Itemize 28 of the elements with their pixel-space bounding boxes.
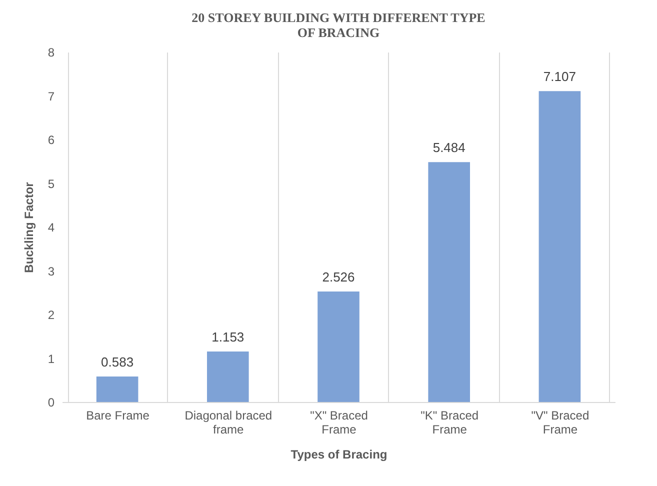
y-tick-label: 5 — [48, 176, 55, 191]
y-axis-title: Buckling Factor — [22, 182, 36, 273]
bar — [428, 162, 470, 402]
data-label: 1.153 — [212, 330, 244, 345]
bar — [538, 91, 581, 402]
y-tick-label: 0 — [48, 396, 55, 410]
x-tick-label: "K" Braced Frame — [420, 408, 479, 436]
x-axis-title: Types of Bracing — [290, 448, 388, 462]
x-tick-label: Bare Frame — [86, 408, 150, 422]
data-label: 5.484 — [432, 140, 466, 156]
x-tick-label: "X" Braced Frame — [310, 408, 368, 436]
y-tick-label: 1 — [48, 352, 55, 366]
y-tick-label: 8 — [48, 46, 55, 60]
bar — [318, 291, 360, 402]
data-label: 0.583 — [101, 354, 134, 370]
bar — [206, 352, 249, 402]
bar — [96, 376, 138, 402]
y-tick-label: 6 — [48, 133, 55, 147]
x-tick-label: Diagonal braced frame — [184, 408, 272, 436]
y-tick-label: 2 — [48, 308, 55, 322]
data-label: 2.526 — [322, 269, 355, 284]
x-tick-label: "V" Braced Frame — [531, 408, 590, 436]
text: OF BRACING — [297, 25, 380, 40]
data-label: 7.107 — [543, 69, 576, 84]
y-tick-label: 7 — [48, 89, 55, 104]
text: 20 STOREY BUILDING WITH DIFFERENT TYPE — [192, 10, 486, 25]
y-tick-label: 4 — [48, 220, 55, 234]
y-tick-label: 3 — [48, 264, 55, 278]
